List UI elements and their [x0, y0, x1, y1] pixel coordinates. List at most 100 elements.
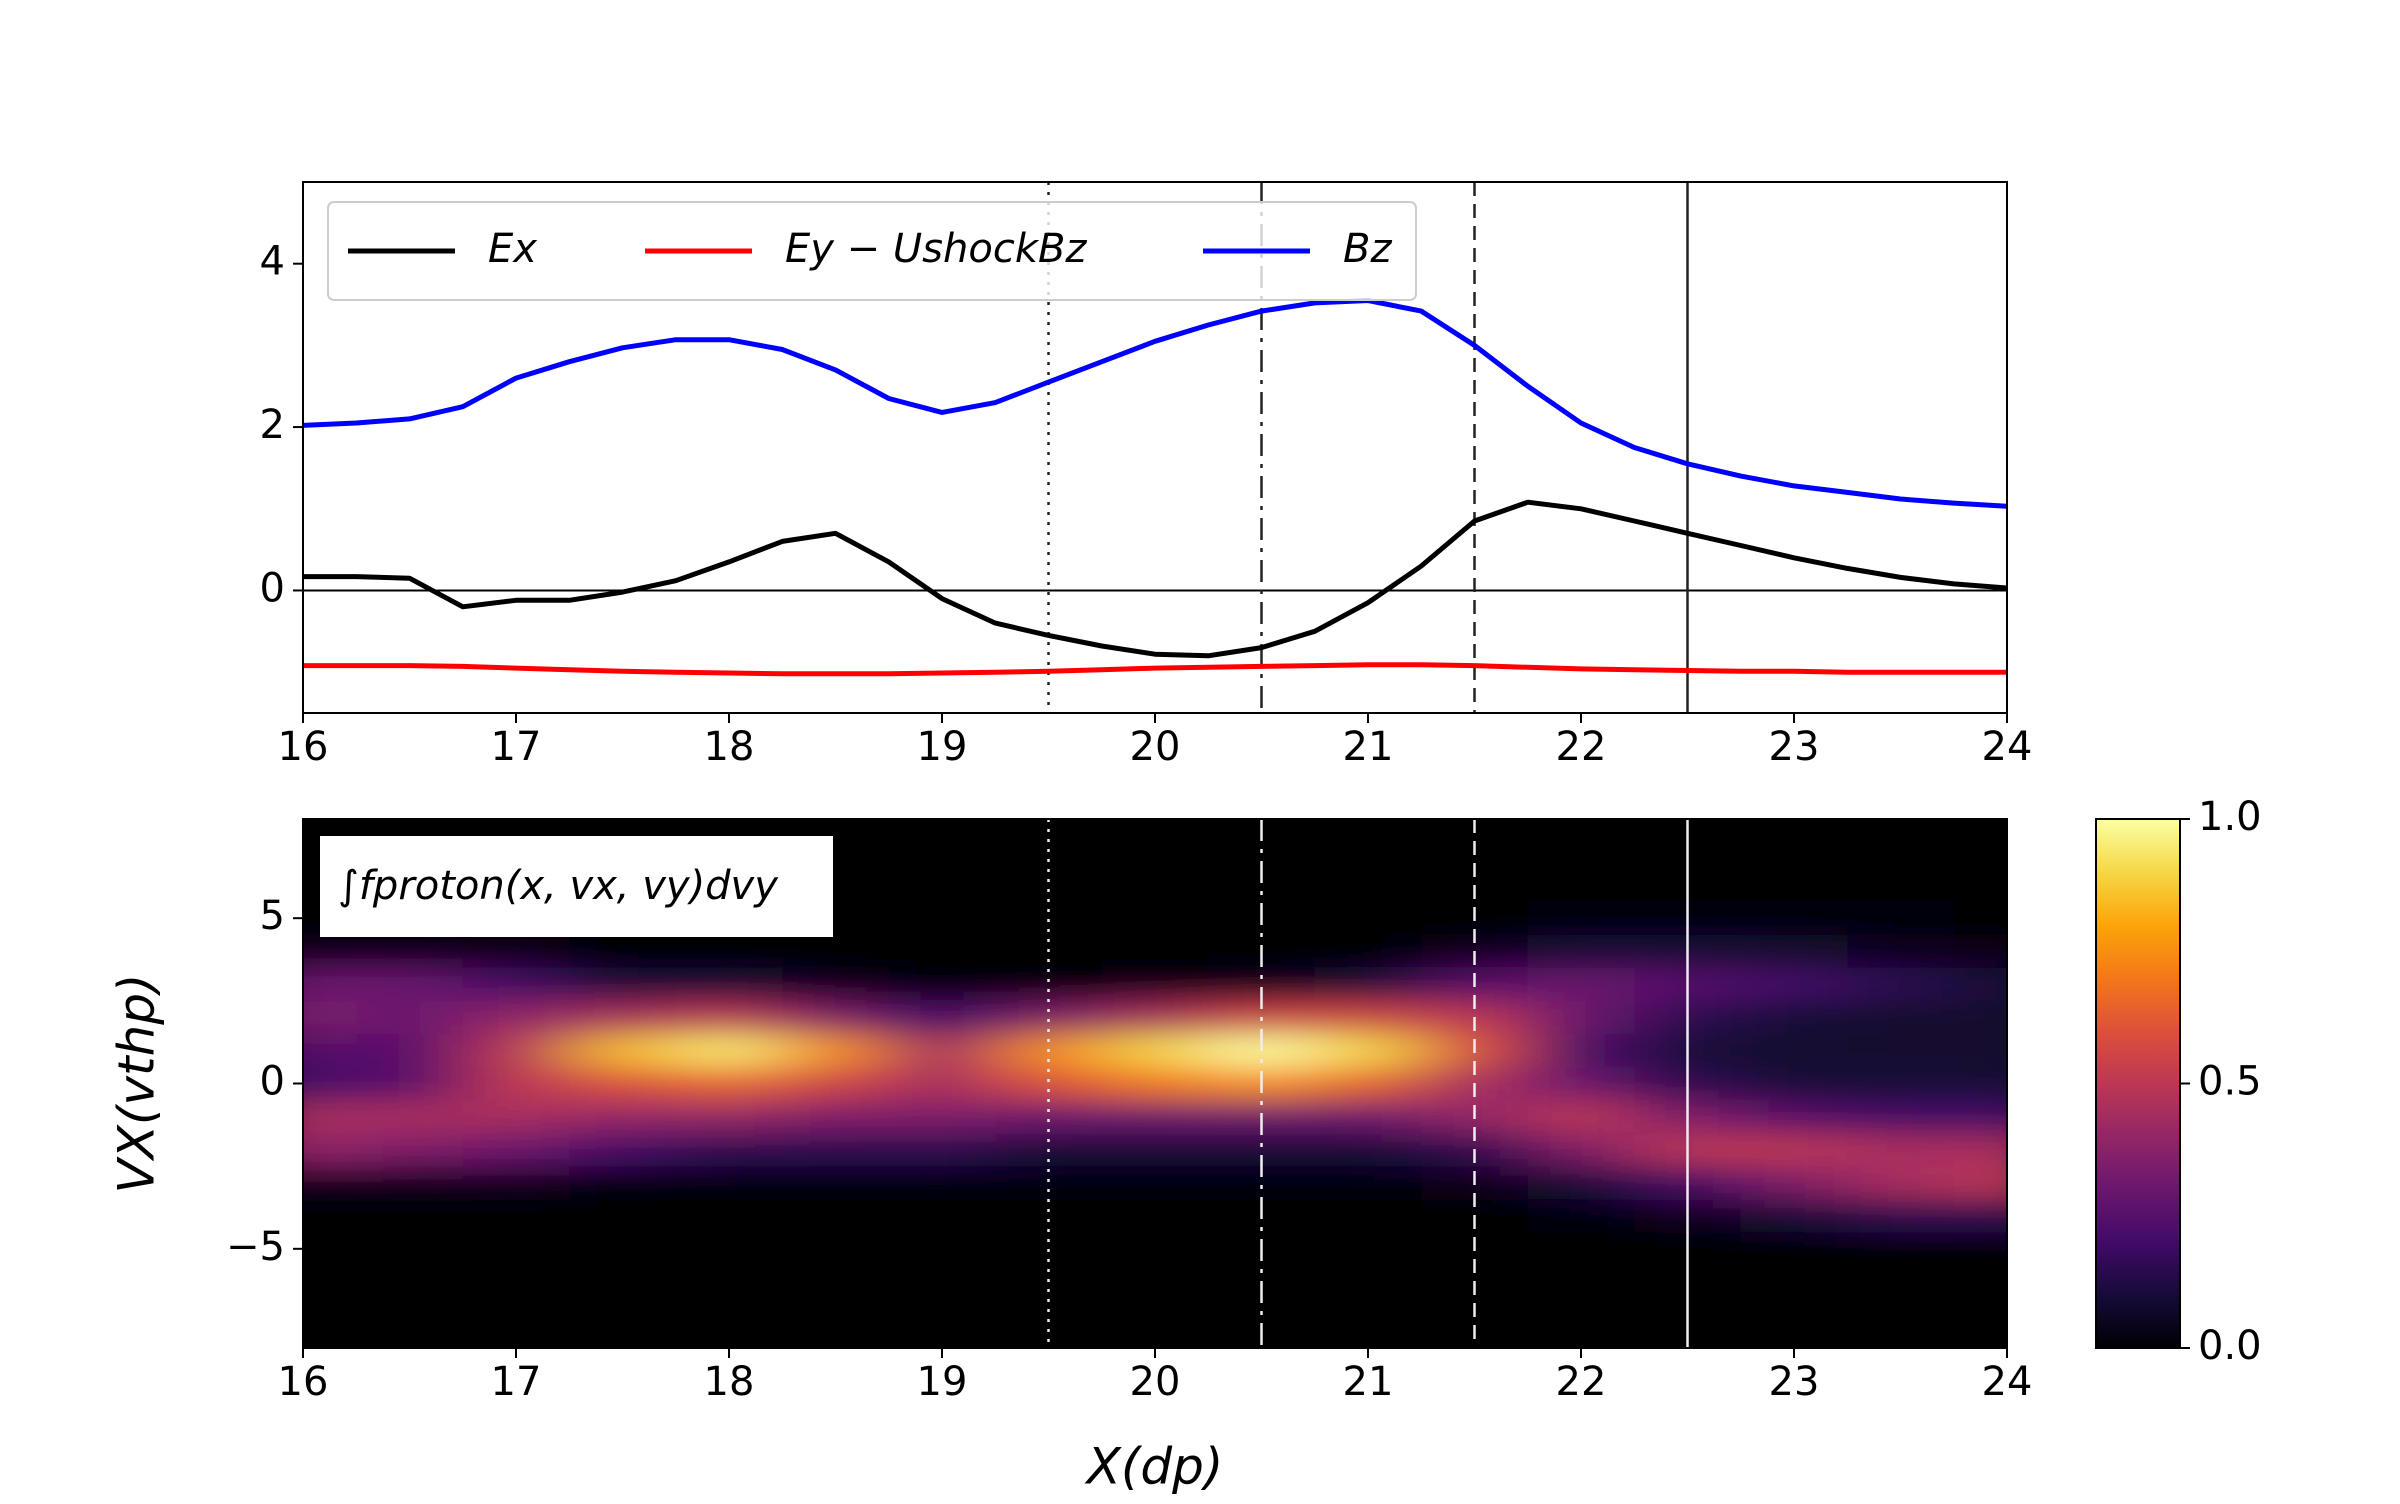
heatmap-cell [888, 1298, 996, 1332]
heatmap-cell [675, 819, 783, 837]
heatmap-cell [1314, 934, 1422, 969]
heatmap-cell [356, 1199, 464, 1233]
colorbar-tick-label: 1.0 [2198, 794, 2262, 840]
heatmap-cell [1527, 1133, 1635, 1167]
heatmap-cell [888, 1199, 996, 1233]
heatmap-cell [1740, 1000, 1848, 1035]
heatmap-cell [569, 1232, 677, 1266]
heatmap-cell [1314, 1199, 1422, 1233]
x-tick-label: 16 [278, 1359, 329, 1405]
heatmap-cell [675, 1199, 783, 1233]
heatmap-cell [888, 1133, 996, 1167]
heatmap-cell [888, 835, 996, 870]
series-line [303, 298, 2007, 509]
heatmap-cell [462, 1033, 570, 1068]
heatmap-cell [1847, 967, 1955, 1002]
heatmap-cell [1101, 1331, 1209, 1348]
heatmap-cell [569, 1100, 677, 1134]
y-tick-label: −5 [226, 1224, 285, 1270]
heatmap-cell [1527, 1066, 1635, 1101]
heatmap-cell [1101, 1199, 1209, 1233]
heatmap-cell [1740, 934, 1848, 969]
heatmap-cell [888, 1066, 996, 1101]
heatmap-cell [569, 1265, 677, 1299]
heatmap-cell [782, 1066, 890, 1101]
y-tick-label: 0 [260, 1059, 285, 1105]
heatmap-cell [1740, 1199, 1848, 1233]
y-tick-label: 2 [260, 402, 285, 448]
heatmap-cell [1101, 1133, 1209, 1167]
heatmap-cell [1953, 819, 2007, 837]
heatmap-cell [888, 1033, 996, 1068]
heatmap-cell [1847, 835, 1955, 870]
heatmap-cell [888, 1166, 996, 1200]
heatmap-cell [1953, 1232, 2007, 1266]
heatmap-cell [675, 1232, 783, 1266]
heatmap-cell [1314, 1298, 1422, 1332]
heatmap-cell [1847, 1100, 1955, 1134]
heatmap-cell [782, 1331, 890, 1348]
legend-label: Ey − UshockBz [785, 226, 1087, 272]
heatmap-cell [569, 1000, 677, 1035]
heatmap-cell [1314, 1232, 1422, 1266]
heatmap-cell [303, 1199, 357, 1233]
heatmap-cell [1740, 835, 1848, 870]
x-tick-label: 16 [278, 724, 329, 770]
heatmap-cell [1953, 1199, 2007, 1233]
heatmap-cell [1953, 1033, 2007, 1068]
x-axis-label: X(dp) [1084, 1438, 1224, 1496]
heatmap-cell [1527, 1100, 1635, 1134]
heatmap-cell [675, 1331, 783, 1348]
heatmap-cell [356, 934, 464, 969]
heatmap-cell [1101, 1232, 1209, 1266]
heatmap-cell [462, 1265, 570, 1299]
heatmap-cell [569, 934, 677, 969]
heatmap-cell [303, 1000, 357, 1035]
heatmap-cell [675, 1000, 783, 1035]
heatmap-cell [1953, 1100, 2007, 1134]
x-tick-label: 24 [1982, 1359, 2033, 1405]
heatmap-cell [569, 1331, 677, 1348]
heatmap-cell [1740, 868, 1848, 903]
heatmap-cell [782, 1133, 890, 1167]
heatmap-cell [1847, 1033, 1955, 1068]
heatmap-cell [356, 1033, 464, 1068]
heatmap-cell [1953, 901, 2007, 936]
heatmap-cell [782, 967, 890, 1002]
heatmap-cell [675, 967, 783, 1002]
heatmap-cell [1314, 1000, 1422, 1035]
legend-label: Bz [1343, 226, 1392, 272]
heatmap-cell [1421, 1331, 1529, 1348]
heatmap-cell [1314, 1331, 1422, 1348]
x-tick-label: 20 [1130, 724, 1181, 770]
x-tick-label: 20 [1130, 1359, 1181, 1405]
heatmap-cell [888, 1232, 996, 1266]
heatmap-cell [1527, 1199, 1635, 1233]
heatmap-cell [1953, 1133, 2007, 1167]
heatmap-cell [1847, 819, 1955, 837]
heatmap-cell [888, 1265, 996, 1299]
x-tick-label: 19 [917, 1359, 968, 1405]
heatmap-cell [1527, 1265, 1635, 1299]
heatmap-cell [1740, 1298, 1848, 1332]
heatmap-cell [1527, 868, 1635, 903]
heatmap-cell [356, 1298, 464, 1332]
heatmap-cell [1740, 819, 1848, 837]
heatmap-cell [1527, 1232, 1635, 1266]
heatmap-cell [675, 1033, 783, 1068]
heatmap-cell [1314, 967, 1422, 1002]
annotation-box [320, 836, 833, 937]
heatmap-cell [1740, 967, 1848, 1002]
heatmap-cell [888, 868, 996, 903]
heatmap-cell [462, 934, 570, 969]
heatmap-cell [675, 1066, 783, 1101]
x-tick-label: 24 [1982, 724, 2033, 770]
heatmap-cell [995, 1066, 1103, 1101]
x-tick-label: 17 [491, 724, 542, 770]
heatmap-cell [1314, 1166, 1422, 1200]
heatmap-cell [1847, 1232, 1955, 1266]
x-tick-label: 21 [1343, 724, 1394, 770]
colorbar-tick-label: 0.0 [2198, 1323, 2262, 1369]
heatmap-cell [303, 1331, 357, 1348]
heatmap-cell [1953, 1166, 2007, 1200]
